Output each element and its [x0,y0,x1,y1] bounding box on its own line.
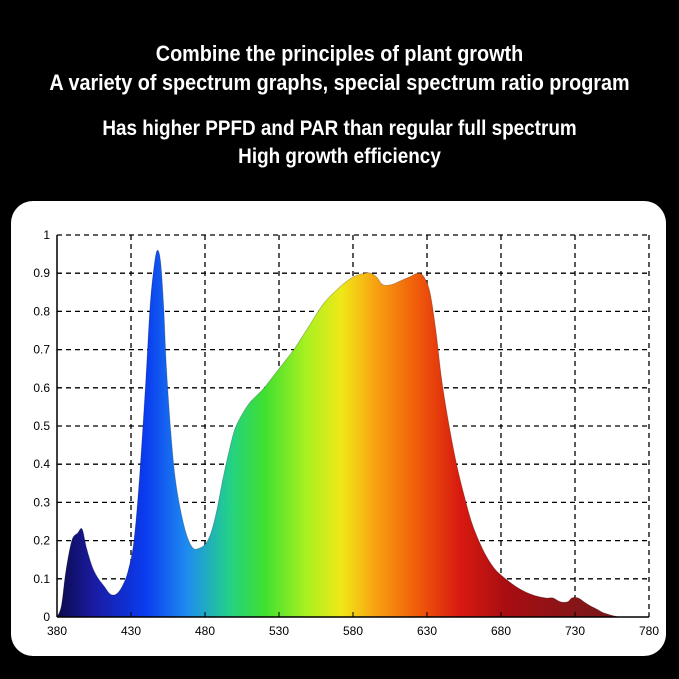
tick-labels: 380 430 480 530 580 630 680 730 780 0 0.1 0.2 0.3 0.4… [33,228,659,638]
y-tick-label: 0.8 [33,304,50,318]
headline-line-1: Combine the principles of plant growth [155,41,524,66]
chart-card: 380 430 480 530 580 630 680 730 780 0 0.1 0.2 0.3 0.4… [11,201,666,656]
x-tick-label: 580 [343,624,363,638]
x-tick-label: 780 [639,624,659,638]
y-tick-label: 0.3 [33,495,50,509]
spectrum-line [56,249,649,618]
spectrum-chart: 380 430 480 530 580 630 680 730 780 0 0.1 0.2 0.3 0.4… [33,228,659,638]
x-tick-label: 430 [121,624,141,638]
y-tick-label: 0 [43,610,50,624]
x-tick-label: 530 [269,624,289,638]
x-tick-label: 380 [47,624,67,638]
y-tick-label: 0.5 [33,419,50,433]
x-tick-label: 680 [491,624,511,638]
y-tick-label: 0.7 [33,343,50,357]
headline-line-2: A variety of spectrum graphs, special sp… [49,70,630,95]
spectrum-area [57,250,649,617]
x-tick-label: 480 [195,624,215,638]
y-tick-label: 0.4 [33,457,50,471]
y-tick-label: 0.9 [33,266,50,280]
headline-line-4: High growth efficiency [238,145,441,168]
y-tick-label: 0.6 [33,381,50,395]
y-tick-label: 1 [43,228,50,242]
y-tick-label: 0.1 [33,572,50,586]
x-tick-label: 730 [565,624,585,638]
x-tick-label: 630 [417,624,437,638]
headline-line-3: Has higher PPFD and PAR than regular ful… [102,117,577,140]
y-tick-label: 0.2 [33,534,50,548]
